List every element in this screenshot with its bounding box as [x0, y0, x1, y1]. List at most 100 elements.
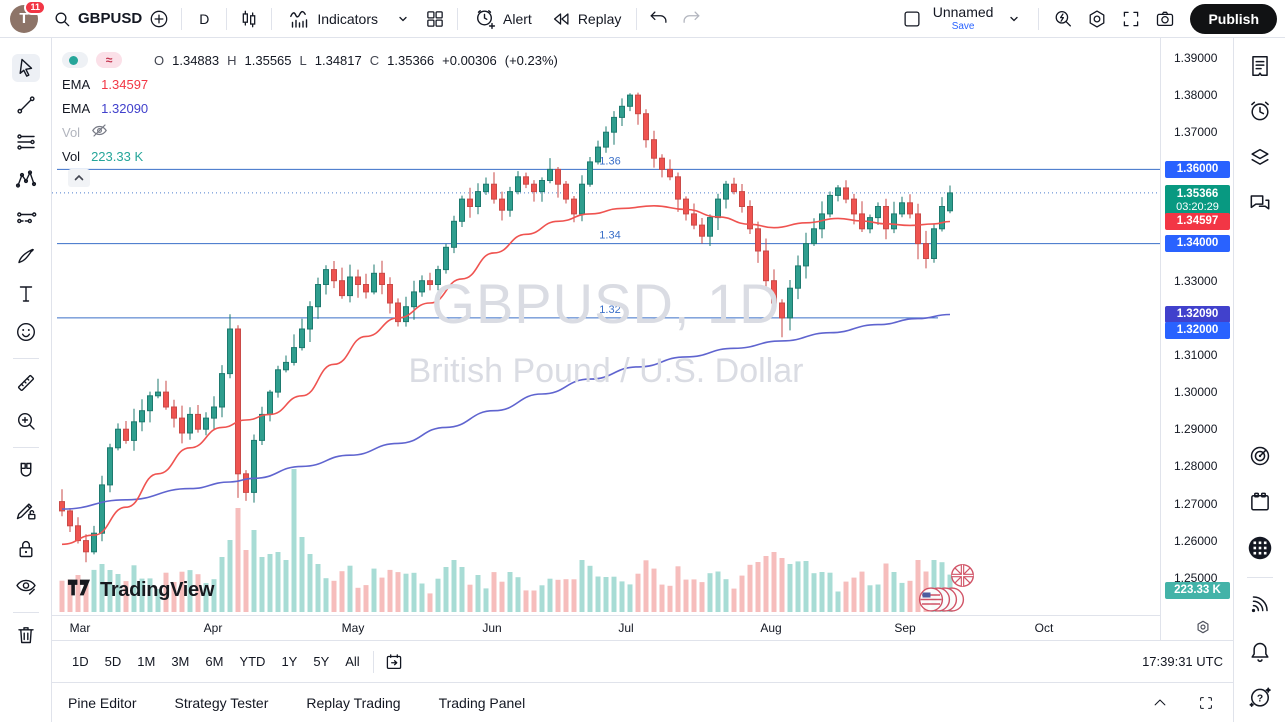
range-button-ytd[interactable]: YTD — [231, 650, 273, 673]
layout-select-button[interactable] — [897, 4, 927, 34]
price-axis[interactable]: 1.39000 1.38000 1.37000 1.33000 1.31000 1.300… — [1160, 38, 1233, 640]
search-icon — [52, 9, 72, 29]
trend-line-tool[interactable] — [12, 91, 40, 119]
range-button-6m[interactable]: 6M — [197, 650, 231, 673]
compare-add-button[interactable] — [144, 4, 174, 34]
tradingview-logo-text: TradingView — [100, 578, 215, 601]
user-avatar[interactable]: T 11 — [10, 0, 46, 33]
month-label: Aug — [760, 621, 782, 635]
range-button-1m[interactable]: 1M — [129, 650, 163, 673]
range-button-5d[interactable]: 5D — [97, 650, 130, 673]
chat-icon — [1247, 190, 1273, 216]
chart-area: GBPUSD, 1D British Pound / U.S. Dollar 1… — [52, 38, 1233, 722]
sidebar-item-screener[interactable] — [1246, 442, 1274, 470]
streams-icon — [1247, 591, 1273, 617]
toolbar-divider — [457, 7, 459, 30]
goto-date-button[interactable] — [379, 647, 409, 677]
snapshot-button[interactable] — [1150, 4, 1180, 34]
panel-maximize-button[interactable] — [1191, 688, 1221, 718]
lock-drawings-tool[interactable] — [12, 535, 40, 563]
notification-badge: 11 — [24, 0, 46, 16]
save-button[interactable]: Save — [951, 21, 975, 33]
sidebar-item-object-tree[interactable] — [1246, 143, 1274, 171]
emoji-tool[interactable] — [12, 318, 40, 346]
tradingview-logo[interactable]: TradingView — [66, 577, 214, 603]
range-button-1y[interactable]: 1Y — [273, 650, 305, 673]
undo-icon — [648, 8, 670, 30]
eye-off-icon[interactable] — [91, 123, 108, 141]
quick-search-button[interactable] — [1048, 4, 1078, 34]
price-tick: 1.26000 — [1174, 533, 1218, 548]
tradingview-logo-mark — [66, 577, 93, 603]
toolbar-divider — [636, 7, 638, 30]
utc-clock[interactable]: 17:39:31 UTC — [1142, 654, 1223, 669]
zoom-in-tool[interactable] — [12, 407, 40, 435]
trend-icon — [14, 93, 38, 117]
indicator-label: EMA — [62, 76, 91, 92]
indicator-value: 1.32090 — [101, 100, 149, 116]
range-button-3m[interactable]: 3M — [163, 650, 197, 673]
xabcd-icon — [14, 168, 38, 192]
camera-icon — [1154, 8, 1176, 30]
sidebar-item-help[interactable]: ? — [1246, 683, 1274, 711]
chart-type-button[interactable] — [234, 4, 264, 34]
price-chart-canvas[interactable]: 1.36 1.34 1.32 — [52, 38, 1160, 615]
lock-icon — [14, 537, 38, 561]
time-axis[interactable]: Mar Apr May Jun Jul Aug Sep Oct — [52, 615, 1160, 640]
sidebar-item-watchlist[interactable] — [1246, 52, 1274, 80]
fib-lines-tool[interactable] — [12, 128, 40, 156]
drawing-mode-tool[interactable] — [12, 496, 40, 524]
panel-expand-button[interactable] — [1145, 688, 1175, 718]
symbol-search-button[interactable]: GBPUSD — [52, 4, 142, 34]
projection-tool[interactable] — [12, 204, 40, 232]
settings-button[interactable] — [1082, 4, 1112, 34]
brush-tool[interactable] — [12, 242, 40, 270]
left-drawing-toolbar — [0, 38, 52, 722]
tab-trading-panel[interactable]: Trading Panel — [438, 694, 526, 711]
layout-menu-chevron[interactable] — [999, 4, 1029, 34]
layout-name-save[interactable]: Unnamed Save — [931, 4, 996, 33]
indicator-row[interactable]: EMA 1.32090 — [62, 96, 561, 120]
magnet-tool[interactable] — [12, 458, 40, 486]
interval-button[interactable]: D — [189, 4, 219, 34]
sidebar-item-calendar[interactable] — [1246, 488, 1274, 516]
cursor-tool[interactable] — [12, 54, 40, 82]
indicator-row[interactable]: EMA 1.34597 — [62, 72, 561, 96]
indicator-row[interactable]: Vol — [62, 120, 561, 144]
sidebar-item-alerts[interactable] — [1246, 97, 1274, 125]
hlines-icon — [14, 130, 38, 154]
range-button-5y[interactable]: 5Y — [305, 650, 337, 673]
tab-strategy-tester[interactable]: Strategy Tester — [174, 694, 269, 711]
indicator-templates-chevron[interactable] — [388, 4, 418, 34]
tab-replay-trading[interactable]: Replay Trading — [306, 694, 401, 711]
indicators-button[interactable]: Indicators — [279, 4, 386, 34]
legend-collapse-button[interactable] — [68, 169, 90, 187]
publish-button[interactable]: Publish — [1190, 3, 1277, 34]
maximize-icon — [1197, 694, 1215, 712]
sidebar-item-apps[interactable] — [1246, 534, 1274, 562]
indicator-row[interactable]: Vol 223.33 K — [62, 144, 561, 168]
sidebar-item-streams[interactable] — [1246, 590, 1274, 618]
svg-text:1.36: 1.36 — [599, 155, 620, 167]
chart-plot[interactable]: GBPUSD, 1D British Pound / U.S. Dollar 1… — [52, 38, 1160, 615]
sidebar-item-notifications[interactable] — [1246, 638, 1274, 666]
gear-icon[interactable] — [1195, 619, 1211, 640]
undo-button[interactable] — [644, 4, 674, 34]
redo-button[interactable] — [676, 4, 706, 34]
range-button-1d[interactable]: 1D — [64, 650, 97, 673]
grid-layout-button[interactable] — [420, 4, 450, 34]
remove-drawings-tool[interactable] — [12, 621, 40, 649]
sidebar-item-chat[interactable] — [1246, 189, 1274, 217]
fullscreen-button[interactable] — [1116, 4, 1146, 34]
range-button-all[interactable]: All — [337, 650, 367, 673]
alert-button[interactable]: Alert — [465, 4, 540, 34]
measure-tool[interactable] — [12, 369, 40, 397]
svg-text:1.34: 1.34 — [599, 230, 620, 242]
pattern-tool[interactable] — [12, 166, 40, 194]
replay-button[interactable]: Replay — [542, 4, 630, 34]
symbol-legend-row[interactable]: ≈ O 1.34883 H 1.35565 L 1.34817 C 1.35366 +0… — [62, 48, 561, 72]
tab-pine-editor[interactable]: Pine Editor — [68, 694, 137, 711]
text-tool[interactable] — [12, 280, 40, 308]
hide-drawings-tool[interactable] — [12, 572, 40, 600]
svg-text:1.32: 1.32 — [599, 304, 620, 316]
